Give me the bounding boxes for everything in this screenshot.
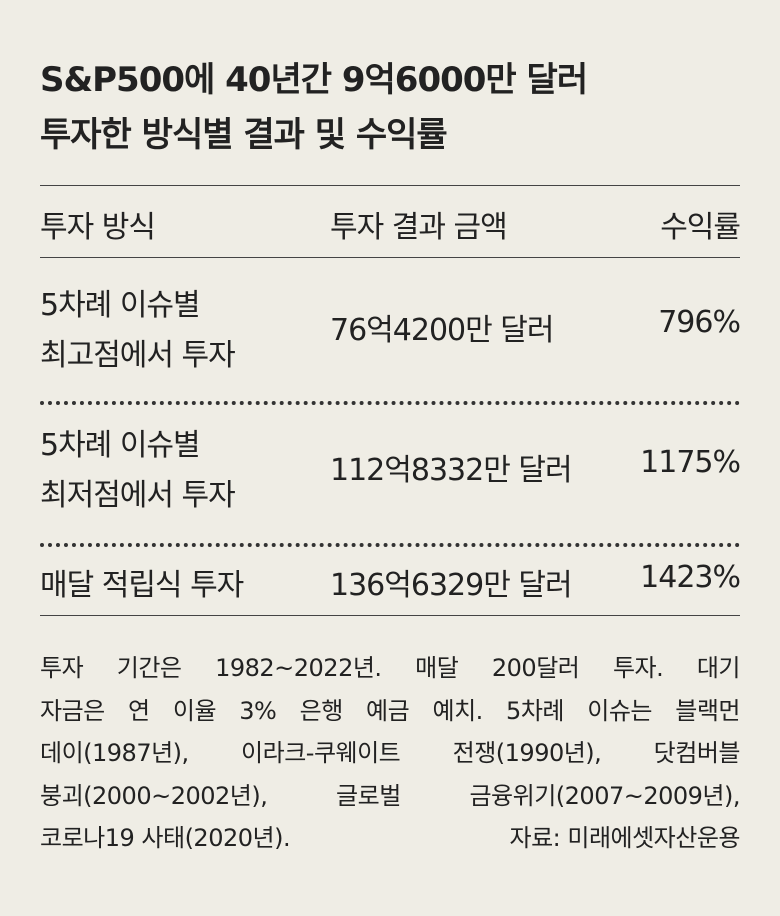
footnote-line: 코로나19 사태(2020년).: [40, 824, 291, 852]
amount: 112억8332만 달러: [330, 453, 573, 488]
method: 5차례 이슈별: [40, 288, 201, 323]
divider: [40, 543, 740, 547]
column-header: 투자 결과 금액: [330, 210, 508, 245]
column-header: 투자 방식: [40, 210, 156, 245]
rule: [40, 257, 740, 258]
divider: [40, 401, 740, 405]
column-header: 수익률: [660, 210, 741, 245]
rule: [40, 615, 740, 616]
footnote-line: 투자 기간은 1982~2022년. 매달 200달러 투자. 대기: [40, 654, 741, 682]
return: 796%: [658, 305, 741, 340]
title-line: 투자한 방식별 결과 및 수익률: [40, 115, 448, 155]
amount: 136억6329만 달러: [330, 568, 573, 603]
rule: [40, 185, 740, 186]
method: 매달 적립식 투자: [40, 568, 244, 603]
footnote-line: 붕괴(2000~2002년), 글로벌 금융위기(2007~2009년),: [40, 782, 741, 810]
return: 1175%: [640, 445, 741, 480]
footnote-line: 자금은 연 이율 3% 은행 예금 예치. 5차례 이슈는 블랙먼: [40, 697, 741, 725]
footnote-line: 데이(1987년), 이라크-쿠웨이트 전쟁(1990년), 닷컴버블: [40, 739, 741, 767]
source: 자료: 미래에셋자산운용: [509, 824, 740, 852]
method: 5차례 이슈별: [40, 428, 201, 463]
amount: 76억4200만 달러: [330, 313, 554, 348]
return: 1423%: [640, 560, 741, 595]
method: 최고점에서 투자: [40, 338, 236, 373]
title-line: S&P500에 40년간 9억6000만 달러: [40, 60, 588, 100]
method: 최저점에서 투자: [40, 478, 236, 513]
